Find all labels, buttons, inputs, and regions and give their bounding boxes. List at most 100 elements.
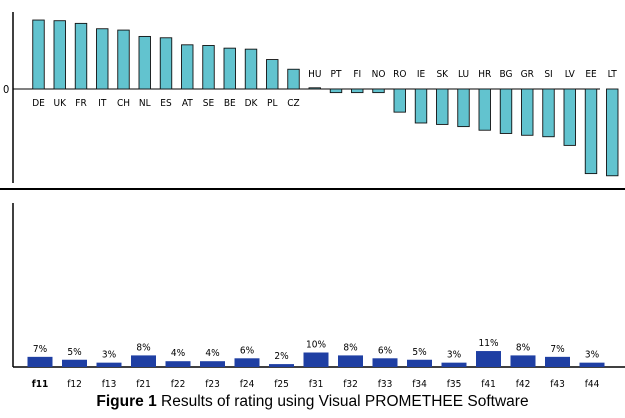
- value-label: 7%: [33, 344, 48, 355]
- country-label: BE: [224, 98, 236, 109]
- country-label: DK: [245, 98, 259, 109]
- country-label: HU: [308, 69, 321, 80]
- bar-ro: [394, 89, 406, 112]
- bar-f22: [166, 361, 191, 367]
- country-label: EE: [585, 69, 597, 80]
- criterion-label: f41: [481, 379, 496, 390]
- bar-f12: [62, 360, 87, 367]
- figure-caption-text: Results of rating using Visual PROMETHEE…: [157, 393, 529, 410]
- bar-f42: [511, 355, 536, 367]
- value-label: 3%: [585, 350, 600, 361]
- value-label: 10%: [306, 340, 326, 351]
- country-label: LT: [608, 69, 618, 80]
- country-label: SI: [544, 69, 552, 80]
- value-label: 8%: [516, 342, 531, 353]
- bar-f43: [545, 357, 570, 367]
- criterion-label: f22: [171, 379, 186, 390]
- value-label: 8%: [136, 342, 151, 353]
- bar-ie: [415, 89, 427, 123]
- value-label: 3%: [102, 350, 117, 361]
- bar-fi: [352, 89, 364, 93]
- bar-f33: [373, 358, 398, 367]
- country-ranking-chart: 0 DE UK FR IT CH NL ES AT SE BE DK PL CZ HU PT FI NO RO IE…: [3, 12, 618, 183]
- criterion-label: f42: [516, 379, 531, 390]
- criterion-label: f32: [343, 379, 358, 390]
- value-label: 8%: [343, 342, 358, 353]
- criterion-label: f34: [412, 379, 427, 390]
- bar-se: [203, 45, 215, 89]
- bar-f41: [476, 351, 501, 367]
- bar-fr: [75, 23, 87, 89]
- value-label: 4%: [171, 348, 186, 359]
- country-label: FI: [353, 69, 361, 80]
- bar-be: [224, 48, 236, 89]
- bar-no: [373, 89, 385, 93]
- country-label: NL: [139, 98, 151, 109]
- country-label: IE: [417, 69, 426, 80]
- bar-lt: [607, 89, 619, 176]
- criterion-label: f31: [309, 379, 324, 390]
- bar-f11: [28, 357, 53, 367]
- country-label: PT: [331, 69, 342, 80]
- bar-lv: [564, 89, 576, 145]
- bar-f25: [269, 364, 294, 367]
- bar-it: [97, 29, 109, 89]
- bar-es: [160, 38, 172, 89]
- bar-pt: [330, 89, 342, 93]
- criterion-label: f43: [550, 379, 565, 390]
- country-label: PL: [267, 98, 277, 109]
- criterion-label: f35: [447, 379, 462, 390]
- value-label: 5%: [67, 347, 82, 358]
- bar-f21: [131, 355, 156, 367]
- bar-at: [182, 45, 194, 89]
- country-label: SE: [203, 98, 215, 109]
- bar-cz: [288, 69, 300, 89]
- country-label: NO: [372, 69, 386, 80]
- criteria-weights-chart: 7% 5% 3% 8% 4% 4% 6% 2% 10% 8% 6% 5% 3% 11% 8% 7% 3% f11…: [13, 203, 625, 390]
- value-label: 3%: [447, 350, 462, 361]
- bar-pl: [267, 60, 279, 89]
- bar-hr: [479, 89, 491, 130]
- bar-dk: [245, 49, 257, 89]
- country-label: LU: [458, 69, 469, 80]
- country-label: CZ: [287, 98, 299, 109]
- figure-caption-label: Figure 1: [96, 393, 156, 410]
- value-label: 5%: [412, 347, 427, 358]
- value-label: 6%: [240, 345, 255, 356]
- bar-f44: [580, 363, 605, 367]
- value-label: 2%: [274, 351, 289, 362]
- bar-f23: [200, 361, 225, 367]
- bar-f13: [97, 363, 122, 367]
- bar-uk: [54, 21, 66, 89]
- criterion-label: f12: [67, 379, 82, 390]
- value-label: 6%: [378, 345, 393, 356]
- country-label: AT: [182, 98, 193, 109]
- figure-caption: Figure 1 Results of rating using Visual …: [0, 393, 625, 411]
- bar-nl: [139, 36, 151, 89]
- country-label: LV: [565, 69, 576, 80]
- criterion-label: f23: [205, 379, 220, 390]
- bar-f32: [338, 355, 363, 367]
- criterion-label: f24: [240, 379, 255, 390]
- value-label: 7%: [550, 344, 565, 355]
- bar-hu: [309, 88, 321, 89]
- country-label: CH: [117, 98, 130, 109]
- bar-si: [543, 89, 555, 137]
- bar-bg: [500, 89, 512, 133]
- bar-f35: [442, 363, 467, 367]
- country-label: GR: [521, 69, 534, 80]
- criterion-label: f25: [274, 379, 289, 390]
- bar-ch: [118, 30, 130, 89]
- criterion-label: f13: [102, 379, 117, 390]
- country-label: RO: [393, 69, 406, 80]
- criterion-label: f44: [585, 379, 600, 390]
- bar-f34: [407, 360, 432, 367]
- criterion-label: f21: [136, 379, 151, 390]
- bar-ee: [585, 89, 597, 174]
- country-label: DE: [32, 98, 45, 109]
- value-label: 11%: [479, 338, 499, 349]
- country-label: BG: [500, 69, 513, 80]
- chart1-y-tick-label: 0: [3, 83, 9, 96]
- country-label: ES: [160, 98, 172, 109]
